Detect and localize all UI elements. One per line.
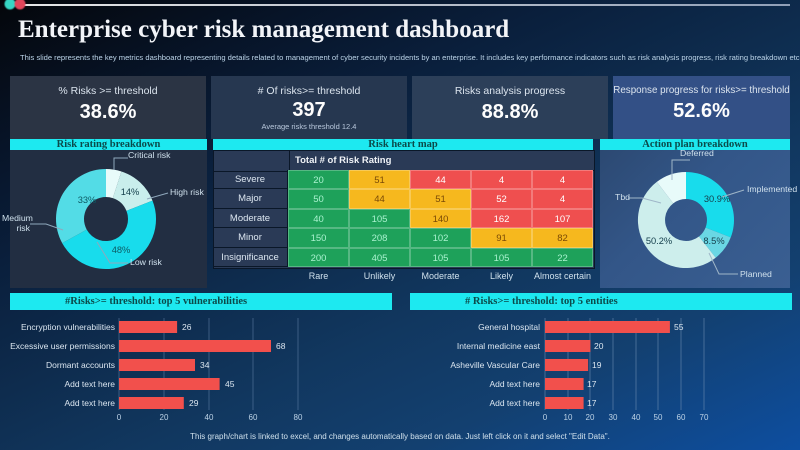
svg-text:10: 10 [564, 413, 573, 422]
svg-text:20: 20 [594, 341, 604, 351]
svg-text:55: 55 [674, 322, 684, 332]
svg-text:50: 50 [654, 413, 663, 422]
svg-text:17: 17 [587, 379, 597, 389]
svg-text:20: 20 [586, 413, 595, 422]
svg-text:0: 0 [543, 413, 548, 422]
svg-text:40: 40 [632, 413, 641, 422]
svg-text:19: 19 [592, 360, 602, 370]
svg-text:17: 17 [587, 398, 597, 408]
svg-text:30: 30 [609, 413, 618, 422]
svg-text:60: 60 [677, 413, 686, 422]
svg-text:70: 70 [700, 413, 709, 422]
